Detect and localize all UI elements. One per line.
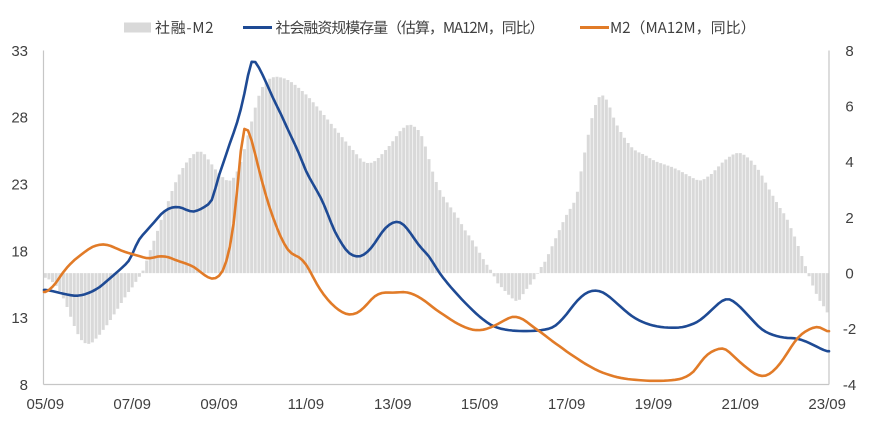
svg-text:05/09: 05/09 [27,396,65,413]
svg-text:0: 0 [845,266,853,283]
svg-text:19/09: 19/09 [635,396,673,413]
svg-text:21/09: 21/09 [722,396,760,413]
svg-text:28: 28 [11,110,28,127]
svg-text:4: 4 [845,154,853,171]
svg-text:23: 23 [11,177,28,194]
svg-text:8: 8 [845,43,853,60]
svg-text:07/09: 07/09 [113,396,151,413]
svg-text:18: 18 [11,243,28,260]
svg-text:11/09: 11/09 [288,396,324,413]
svg-text:13/09: 13/09 [374,396,412,413]
svg-text:33: 33 [11,43,28,60]
svg-text:13: 13 [11,310,28,327]
svg-text:09/09: 09/09 [200,396,238,413]
svg-text:2: 2 [845,210,853,227]
svg-text:-2: -2 [843,321,856,338]
svg-text:17/09: 17/09 [548,396,586,413]
svg-text:-4: -4 [843,377,856,394]
svg-text:23/09: 23/09 [808,396,846,413]
svg-text:6: 6 [845,99,853,116]
svg-text:15/09: 15/09 [461,396,499,413]
svg-text:8: 8 [20,377,28,394]
